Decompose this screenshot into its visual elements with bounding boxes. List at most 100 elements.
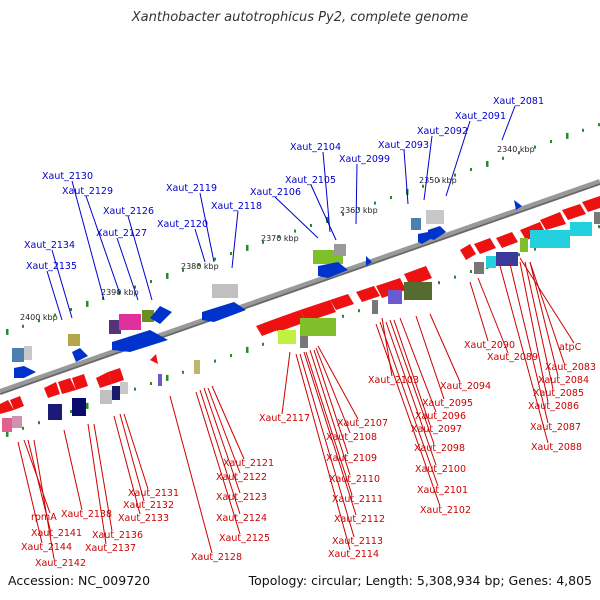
gene-label[interactable]: Xaut_2098 bbox=[414, 443, 465, 454]
gene-label[interactable]: Xaut_2092 bbox=[417, 126, 468, 137]
gene-arrow bbox=[10, 396, 24, 410]
gene-block bbox=[594, 212, 600, 224]
gene-arrow bbox=[540, 212, 566, 230]
leader-line bbox=[322, 151, 331, 233]
gene-arrow bbox=[14, 366, 36, 378]
scale-tick bbox=[150, 382, 152, 385]
gene-label[interactable]: Xaut_2124 bbox=[216, 513, 267, 524]
leader-line bbox=[313, 349, 349, 455]
gene-label[interactable]: Xaut_2093 bbox=[378, 140, 429, 151]
leader-line bbox=[63, 429, 83, 511]
gene-arrow bbox=[150, 306, 172, 324]
scale-tick bbox=[6, 430, 9, 437]
gene-label[interactable]: Xaut_2099 bbox=[339, 154, 390, 165]
gene-label[interactable]: Xaut_2114 bbox=[328, 549, 379, 560]
gene-block bbox=[100, 390, 112, 404]
gene-label[interactable]: Xaut_2123 bbox=[216, 492, 267, 503]
gene-label[interactable]: Xaut_2096 bbox=[415, 411, 466, 422]
leader-line bbox=[315, 347, 351, 434]
gene-label[interactable]: atpC bbox=[559, 342, 582, 353]
gene-label[interactable]: Xaut_2130 bbox=[42, 171, 93, 182]
gene-arrow bbox=[108, 368, 124, 384]
gene-label[interactable]: Xaut_2084 bbox=[538, 375, 589, 386]
scale-tick bbox=[518, 253, 520, 257]
gene-label[interactable]: Xaut_2121 bbox=[223, 458, 274, 469]
leader-line bbox=[123, 413, 149, 490]
scale-tick bbox=[534, 247, 536, 251]
gene-label[interactable]: Xaut_2135 bbox=[26, 261, 77, 272]
gene-block bbox=[142, 310, 154, 322]
gene-label[interactable]: Xaut_2087 bbox=[530, 422, 581, 433]
scale-tick bbox=[230, 354, 232, 357]
gene-label[interactable]: Xaut_2122 bbox=[216, 472, 267, 483]
gene-arrow bbox=[428, 226, 446, 240]
gene-block bbox=[530, 230, 570, 248]
gene-label[interactable]: Xaut_2107 bbox=[337, 418, 388, 429]
gene-label[interactable]: Xaut_2144 bbox=[21, 542, 72, 553]
gene-label[interactable]: Xaut_2131 bbox=[128, 488, 179, 499]
gene-label[interactable]: Xaut_2109 bbox=[326, 453, 377, 464]
gene-label[interactable]: Xaut_2081 bbox=[493, 96, 544, 107]
gene-label[interactable]: Xaut_2111 bbox=[332, 494, 383, 505]
gene-label[interactable]: Xaut_2103 bbox=[368, 375, 419, 386]
gene-label[interactable]: Xaut_2134 bbox=[24, 240, 75, 251]
gene-label[interactable]: Xaut_2090 bbox=[464, 340, 515, 351]
genome-summary-text: Topology: circular; Length: 5,308,934 bp… bbox=[248, 573, 592, 588]
gene-label[interactable]: Xaut_2127 bbox=[96, 228, 147, 239]
gene-arrow bbox=[72, 348, 88, 362]
gene-label[interactable]: Xaut_2142 bbox=[35, 558, 86, 569]
gene-label[interactable]: Xaut_2138 bbox=[61, 509, 112, 520]
gene-label[interactable]: Xaut_2112 bbox=[334, 514, 385, 525]
gene-label[interactable]: Xaut_2137 bbox=[85, 543, 136, 554]
gene-label[interactable]: Xaut_2085 bbox=[533, 388, 584, 399]
gene-label[interactable]: Xaut_2088 bbox=[531, 442, 582, 453]
gene-label[interactable]: Xaut_2113 bbox=[332, 536, 383, 547]
gene-label[interactable]: Xaut_2117 bbox=[259, 413, 310, 424]
gene-label[interactable]: Xaut_2118 bbox=[211, 201, 262, 212]
gene-label[interactable]: Xaut_2120 bbox=[157, 219, 208, 230]
gene-label[interactable]: Xaut_2133 bbox=[118, 513, 169, 524]
leader-line bbox=[375, 323, 441, 507]
gene-label[interactable]: Xaut_2097 bbox=[411, 424, 462, 435]
gene-label[interactable]: Xaut_2104 bbox=[290, 142, 341, 153]
gene-label[interactable]: Xaut_2108 bbox=[326, 432, 377, 443]
gene-block bbox=[212, 284, 238, 298]
gene-label[interactable]: Xaut_2129 bbox=[62, 186, 113, 197]
gene-arrow bbox=[96, 372, 112, 388]
leader-line bbox=[305, 351, 353, 496]
gene-label[interactable]: Xaut_2105 bbox=[285, 175, 336, 186]
gene-label[interactable]: Xaut_2132 bbox=[123, 500, 174, 511]
gene-label[interactable]: rpmA bbox=[31, 512, 57, 523]
scale-tick bbox=[134, 285, 136, 289]
scale-tick bbox=[438, 179, 440, 183]
gene-block bbox=[12, 416, 22, 428]
gene-label[interactable]: Xaut_2141 bbox=[31, 528, 82, 539]
gene-label[interactable]: Xaut_2125 bbox=[219, 533, 270, 544]
gene-label[interactable]: Xaut_2106 bbox=[250, 187, 301, 198]
scale-tick bbox=[566, 132, 569, 139]
genome-backbone bbox=[0, 179, 600, 395]
gene-label[interactable]: Xaut_2091 bbox=[455, 111, 506, 122]
scale-tick bbox=[358, 207, 360, 211]
gene-label[interactable]: Xaut_2101 bbox=[417, 485, 468, 496]
gene-label[interactable]: Xaut_2086 bbox=[528, 401, 579, 412]
gene-block bbox=[426, 210, 444, 224]
gene-label[interactable]: Xaut_2083 bbox=[545, 362, 596, 373]
leader-line bbox=[529, 261, 565, 364]
gene-label[interactable]: Xaut_2128 bbox=[191, 552, 242, 563]
gene-label[interactable]: Xaut_2100 bbox=[415, 464, 466, 475]
gene-label[interactable]: Xaut_2089 bbox=[487, 352, 538, 363]
gene-label[interactable]: Xaut_2095 bbox=[422, 398, 473, 409]
gene-label[interactable]: Xaut_2094 bbox=[440, 381, 491, 392]
leader-line bbox=[113, 415, 141, 515]
gene-label[interactable]: Xaut_2110 bbox=[329, 474, 380, 485]
scale-tick bbox=[502, 156, 504, 160]
scale-tick bbox=[214, 257, 216, 261]
leader-line bbox=[399, 317, 437, 413]
gene-label[interactable]: Xaut_2136 bbox=[92, 530, 143, 541]
gene-arrow bbox=[460, 244, 476, 260]
gene-label[interactable]: Xaut_2119 bbox=[166, 183, 217, 194]
gene-label[interactable]: Xaut_2126 bbox=[103, 206, 154, 217]
gene-label[interactable]: Xaut_2102 bbox=[420, 505, 471, 516]
gene-block bbox=[2, 418, 12, 432]
